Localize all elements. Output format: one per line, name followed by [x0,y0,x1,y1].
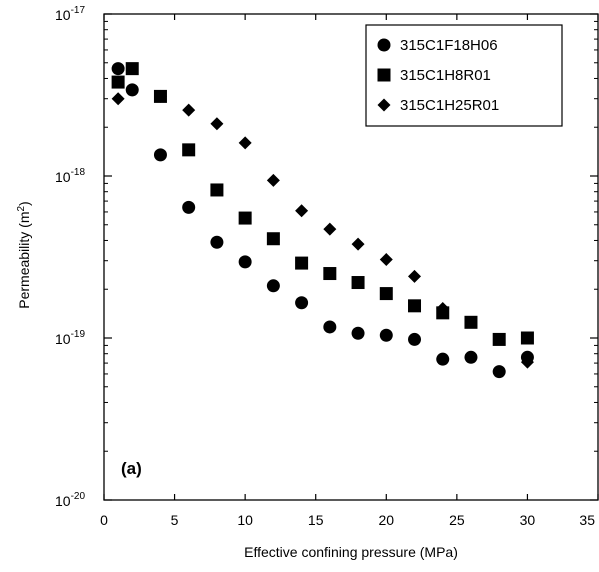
data-point [520,331,534,345]
x-tick-label: 25 [449,512,465,528]
x-axis-label: Effective confining pressure (MPa) [244,544,458,560]
data-point [182,200,196,214]
data-point [464,350,478,364]
x-tick-label: 10 [237,512,253,528]
data-point [351,237,365,251]
plot-frame [103,13,599,501]
data-point [210,235,224,249]
data-point [295,256,309,270]
data-point [436,352,450,366]
data-point [238,255,252,269]
data-point [182,143,196,157]
data-point [408,299,422,313]
legend-label: 315C1H25R01 [400,97,499,114]
data-point [323,222,337,236]
x-tick-label: 0 [100,512,108,528]
data-point [379,328,393,342]
series-1 [111,62,534,379]
legend-label: 315C1H8R01 [400,67,491,84]
data-point [111,62,125,76]
data-point [238,136,252,150]
data-point [266,279,280,293]
data-point [210,117,224,131]
data-point [111,75,125,89]
legend-marker [377,98,391,112]
data-point [182,103,196,117]
legend-marker [377,38,391,52]
x-tick-label: 20 [378,512,394,528]
data-point [520,355,534,369]
data-point [125,83,139,97]
data-point [379,287,393,301]
data-point [266,173,280,187]
data-point [492,332,506,346]
data-point [295,296,309,310]
data-point [210,183,224,197]
y-tick-label: 10-18 [55,167,85,185]
y-axis-label: Permeability (m2) [16,201,32,308]
x-tick-label: 5 [171,512,179,528]
data-point [408,332,422,346]
x-tick-label: 35 [579,512,595,528]
data-point [408,269,422,283]
data-point [238,211,252,225]
legend-box [365,24,563,127]
y-tick-label: 10-19 [55,329,85,347]
data-point [436,302,450,316]
data-point [351,326,365,340]
data-point [464,315,478,329]
data-point [153,148,167,162]
legend-label: 315C1F18H06 [400,37,498,54]
data-point [323,320,337,334]
data-point [379,253,393,267]
x-tick-label: 15 [308,512,324,528]
panel-label: (a) [121,459,142,478]
series-3 [111,83,534,369]
data-point [125,62,139,76]
x-tick-label: 30 [520,512,536,528]
data-point [351,276,365,290]
data-point [153,89,167,103]
y-axis-label-end: ) [16,201,32,206]
legend-marker [377,68,391,82]
data-point [295,204,309,218]
data-point [323,267,337,281]
y-axis-label-base: Permeability (m [16,211,32,308]
y-tick-label: 10-17 [55,5,85,23]
y-tick-label: 10-20 [55,491,85,509]
data-point [111,92,125,106]
data-point [492,365,506,379]
y-axis-label-sup: 2 [16,205,27,211]
data-point [266,232,280,246]
